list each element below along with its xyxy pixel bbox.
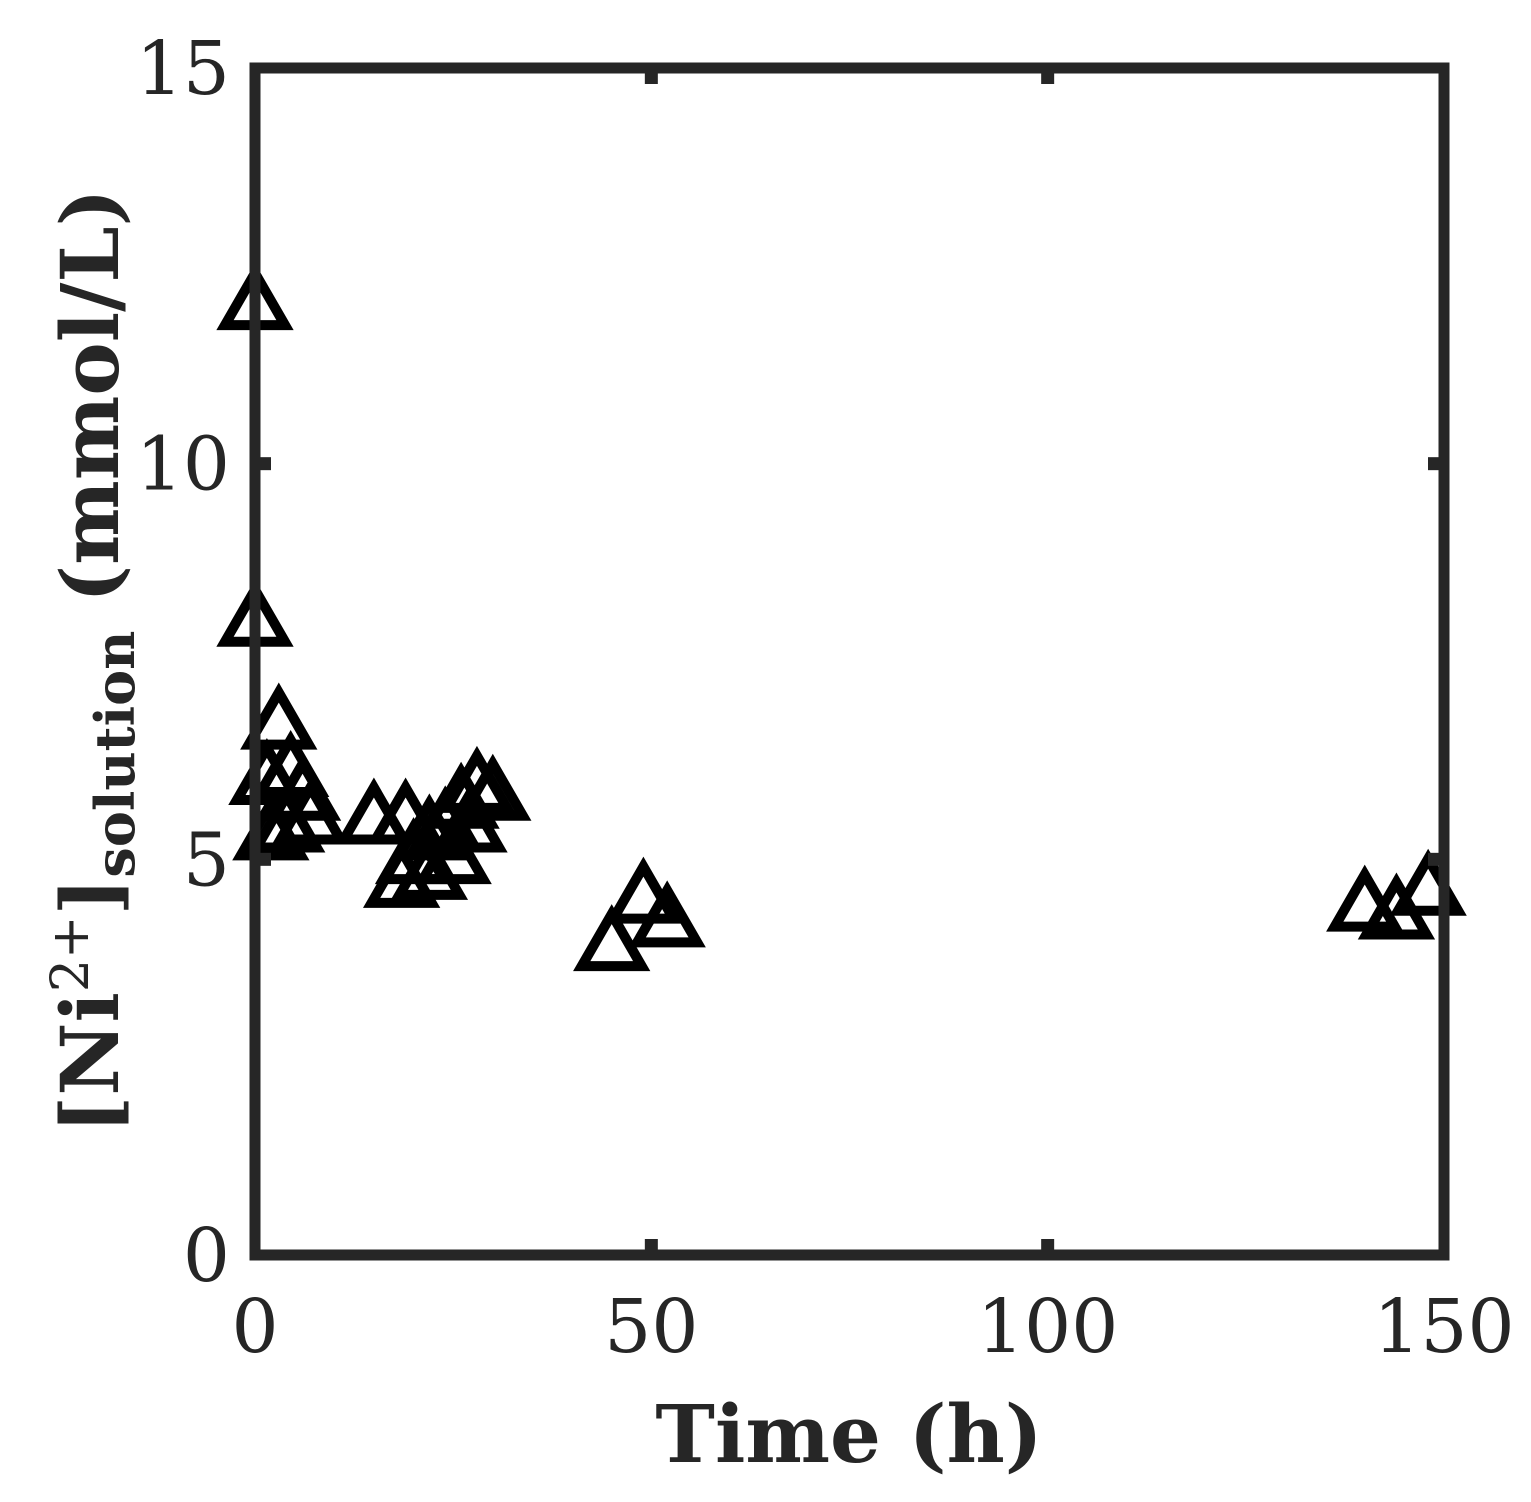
data-point-triangle bbox=[390, 832, 469, 900]
y-axis-label-subscript: solution bbox=[83, 631, 147, 878]
data-point-triangle bbox=[438, 745, 516, 813]
y-tick-label: 0 bbox=[183, 1213, 230, 1299]
data-point-triangle bbox=[604, 856, 683, 924]
data-point-triangle bbox=[430, 785, 508, 853]
data-point-triangle bbox=[573, 904, 651, 972]
x-tick-label: 0 bbox=[231, 1284, 278, 1370]
data-point-triangle bbox=[414, 817, 492, 885]
y-axis-label: [Ni2+]solution (mmol/L) bbox=[41, 189, 147, 1134]
tick-labels: 0 50 100 150 0 5 10 15 bbox=[136, 26, 1515, 1370]
y-axis-label-unit: (mmol/L) bbox=[43, 189, 137, 631]
data-point-triangle bbox=[1326, 864, 1404, 932]
y-tick-label: 15 bbox=[136, 26, 230, 112]
data-point-triangle bbox=[628, 880, 706, 948]
x-tick-label: 50 bbox=[604, 1284, 698, 1370]
x-tick-label: 150 bbox=[1373, 1284, 1514, 1370]
y-axis-label-close: ] bbox=[43, 878, 137, 916]
x-axis-label: Time (h) bbox=[655, 1387, 1042, 1481]
y-tick-label: 10 bbox=[136, 422, 230, 508]
data-point-triangle bbox=[248, 785, 326, 853]
y-axis-label-open: [Ni bbox=[43, 992, 137, 1133]
axis-ticks bbox=[255, 68, 1444, 1255]
y-tick-label: 5 bbox=[183, 817, 230, 903]
x-tick-label: 100 bbox=[977, 1284, 1118, 1370]
y-axis-label-superscript: 2+ bbox=[41, 915, 101, 992]
data-point-triangle bbox=[271, 777, 350, 845]
data-markers bbox=[216, 263, 1467, 972]
data-point-triangle bbox=[454, 753, 532, 821]
data-point-triangle bbox=[240, 682, 318, 750]
plot-frame bbox=[249, 62, 1450, 1261]
